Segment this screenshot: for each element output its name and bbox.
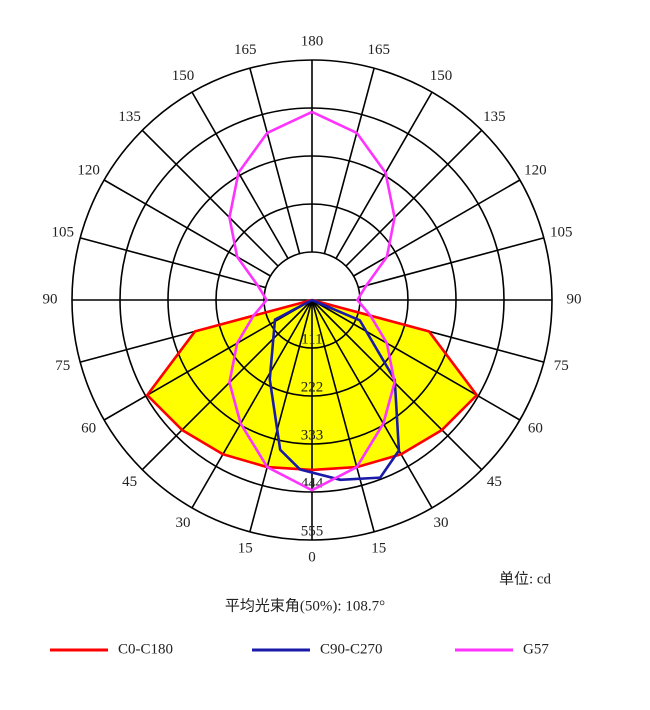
spoke [249,67,301,254]
angle-label: 45 [487,474,502,490]
spoke [345,129,483,267]
spoke [141,299,313,471]
legend-label: C0-C180 [118,641,173,657]
angle-label: 45 [122,474,137,490]
angle-label: 165 [368,42,391,58]
spoke [103,179,271,277]
unit-label: 单位: cd [499,570,552,587]
r-tick-label: 333 [301,427,324,443]
spoke [311,299,375,533]
angle-label: 90 [43,291,58,307]
spoke [323,67,375,254]
legend-label: C90-C270 [320,641,383,657]
spoke [311,299,433,509]
spoke [191,299,313,509]
angle-label: 75 [554,358,569,374]
angle-label: 30 [176,515,191,531]
r-tick-label: 555 [301,523,324,539]
r-tick-label: 111 [301,331,322,347]
angle-label: 60 [81,420,96,436]
series-line [268,298,401,482]
angle-label: 0 [308,549,316,565]
r-tick-label: 222 [301,379,324,395]
angle-label: 60 [528,420,543,436]
spoke [79,237,266,289]
angle-label: 150 [430,68,453,84]
series-line [228,110,396,492]
angle-label: 120 [524,162,547,178]
angle-label: 15 [371,541,386,557]
series-line [145,298,479,472]
angle-label: 75 [55,358,70,374]
spoke [311,299,521,421]
spoke [103,299,313,421]
spoke [335,91,433,259]
spoke [311,299,483,471]
angle-label: 165 [234,42,257,58]
angle-label: 180 [301,33,324,49]
angle-label: 105 [550,225,573,241]
spoke [141,129,279,267]
angle-label: 135 [118,109,141,125]
legend-label: G57 [523,641,549,657]
spoke [191,91,289,259]
beam-angle-note: 平均光束角(50%): 108.7° [225,597,385,614]
angle-label: 105 [52,225,75,241]
spoke [358,237,545,289]
angle-label: 150 [172,68,195,84]
angle-label: 120 [77,162,100,178]
angle-label: 15 [238,541,253,557]
angle-label: 135 [483,109,506,125]
spoke [249,299,313,533]
spoke [353,179,521,277]
angle-label: 90 [567,291,582,307]
angle-label: 30 [434,515,449,531]
